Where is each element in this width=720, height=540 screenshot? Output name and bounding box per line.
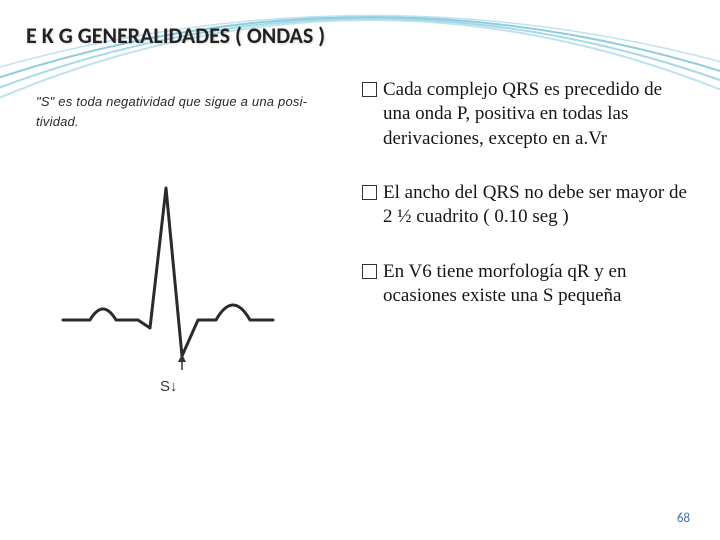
bullet-text: Cada complejo QRS es precedido de una on… — [383, 78, 692, 151]
slide-title: E K G GENERALIDADES ( ONDAS ) — [26, 22, 325, 49]
bullet-box-icon — [362, 264, 377, 279]
bullet-item: El ancho del QRS no debe ser mayor de 2 … — [362, 181, 692, 230]
bullet-item: En V6 tiene morfología qR y en ocasiones… — [362, 260, 692, 309]
figure-caption-line2: tividad. — [36, 114, 79, 129]
s-wave-label: S↓ — [160, 378, 178, 395]
bullet-text: El ancho del QRS no debe ser mayor de 2 … — [383, 181, 692, 230]
page-number: 68 — [677, 511, 690, 526]
bullet-box-icon — [362, 185, 377, 200]
figure-caption-line1: "S" es toda negatividad que sigue a una … — [36, 94, 307, 109]
bullet-text: En V6 tiene morfología qR y en ocasiones… — [383, 260, 692, 309]
bullet-list: Cada complejo QRS es precedido de una on… — [362, 78, 692, 338]
bullet-box-icon — [362, 82, 377, 97]
ekg-waveform — [58, 170, 278, 400]
left-figure-panel: "S" es toda negatividad que sigue a una … — [28, 80, 328, 420]
bullet-item: Cada complejo QRS es precedido de una on… — [362, 78, 692, 151]
